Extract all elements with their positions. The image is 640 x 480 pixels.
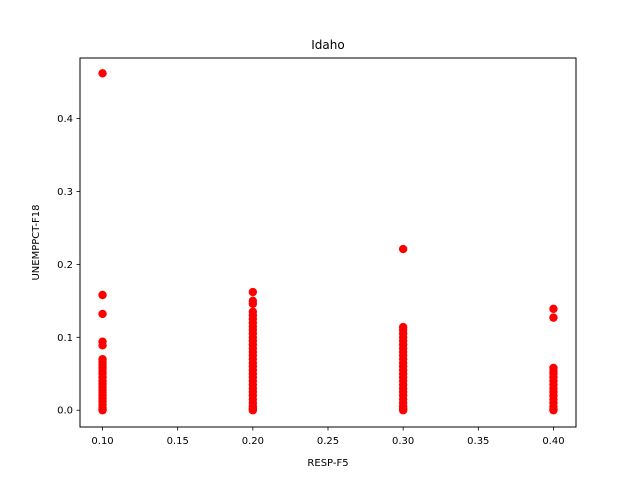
data-point-0-2 — [98, 309, 107, 319]
data-point-1-0 — [248, 287, 258, 297]
y-tick-label-2: 0.2 — [57, 260, 73, 271]
data-point-1-2 — [248, 299, 258, 308]
x-tick-label-4: 0.30 — [392, 436, 414, 447]
y-tick-label-4: 0.4 — [57, 114, 73, 125]
data-points — [98, 69, 558, 415]
y-axis-label: UNEMPPCT-F18 — [31, 204, 42, 280]
data-point-2-0 — [398, 244, 408, 254]
y-tick-label-3: 0.3 — [57, 187, 73, 198]
data-point-3-1 — [549, 313, 558, 322]
x-tick-label-0: 0.10 — [91, 436, 113, 447]
data-point-2-26 — [398, 406, 408, 415]
data-point-3-15 — [549, 406, 558, 415]
x-tick-label-1: 0.15 — [167, 436, 189, 447]
data-point-0-4 — [98, 341, 107, 350]
chart-title: Idaho — [311, 38, 344, 52]
x-axis: 0.10 0.15 0.20 0.25 0.30 0.35 0.40 — [91, 427, 565, 447]
x-tick-label-2: 0.20 — [242, 436, 264, 447]
data-point-3-0 — [549, 304, 558, 314]
x-axis-label: RESP-F5 — [307, 458, 348, 469]
data-point-0-0 — [98, 69, 107, 78]
y-axis: 0.0 0.1 0.2 0.3 0.4 — [57, 114, 80, 417]
data-point-0-23 — [98, 406, 107, 415]
data-point-1-32 — [248, 406, 258, 415]
x-tick-label-6: 0.40 — [542, 436, 564, 447]
x-tick-label-3: 0.25 — [317, 436, 339, 447]
x-tick-label-5: 0.35 — [467, 436, 489, 447]
data-point-0-1 — [98, 290, 107, 300]
plot-area-frame — [79, 57, 577, 428]
y-tick-label-1: 0.1 — [57, 333, 73, 344]
y-tick-label-0: 0.0 — [57, 406, 73, 417]
